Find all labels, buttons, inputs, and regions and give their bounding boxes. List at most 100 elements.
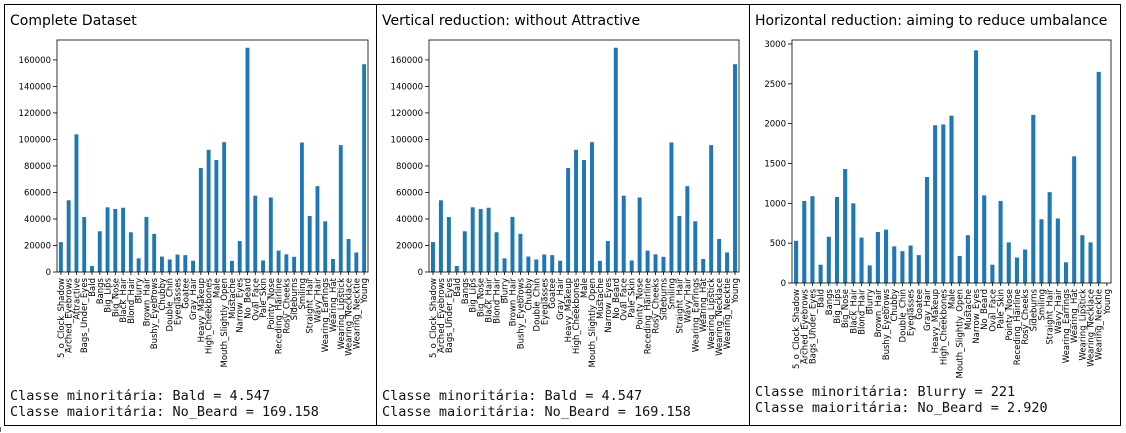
- bar: [957, 255, 962, 283]
- x-tick-label: Oval_Face: [251, 278, 261, 321]
- bar: [276, 250, 281, 272]
- bar: [175, 254, 180, 272]
- bar: [462, 231, 467, 272]
- x-tick-label: Wearing_Necktie: [352, 278, 362, 349]
- x-tick-label: Straight_Hair: [306, 278, 316, 334]
- bar-chart-horizontal: 0 500 1000 1500 2000 2500 3000 5_o_Clock_Shadow…: [764, 39, 1113, 378]
- bar-chart-complete: 0 20000 40000 60000 80000 100000 120000 140000 1…: [19, 39, 370, 367]
- y-tick-label: 80000: [396, 162, 423, 172]
- x-tick-label: Blurry: [866, 289, 876, 314]
- x-tick-label: Receding_Hairline: [1013, 289, 1023, 365]
- bar: [261, 260, 265, 272]
- x-tick-label: Arched_Eyebrows: [65, 277, 75, 353]
- bar: [222, 142, 227, 272]
- x-tick-label: Wearing_Necklace: [345, 278, 355, 356]
- x-tick-label: Heavy_Makeup: [564, 278, 574, 342]
- x-tick-label: Bangs: [96, 277, 106, 304]
- y-tick-label: 60000: [24, 188, 51, 198]
- bar: [1096, 71, 1101, 283]
- axes-frame: [56, 39, 369, 273]
- bar: [494, 232, 499, 272]
- x-tick-label: 5_o_Clock_Shadow: [792, 289, 802, 369]
- bar: [58, 242, 63, 272]
- bar: [97, 231, 102, 272]
- x-tick-label: Blond_Hair: [493, 278, 503, 324]
- x-tick-label: Wavy_Hair: [683, 278, 693, 323]
- bar: [542, 254, 547, 272]
- y-tick-label: 2000: [764, 120, 786, 130]
- bar: [502, 258, 507, 272]
- bar: [709, 145, 714, 272]
- x-tick-label: No_Beard: [243, 278, 253, 319]
- panel-title: Horizontal reduction: aiming to reduce u…: [755, 13, 1108, 29]
- y-tick-label: 0: [781, 279, 786, 289]
- majority-class-text: Classe maioritária: No_Beard = 169.158: [382, 404, 691, 420]
- x-tick-label: Narrow_Eyes: [604, 277, 614, 332]
- bar: [299, 142, 304, 272]
- bar: [693, 221, 698, 272]
- x-tick-label: Rosy_Cheeks: [282, 277, 292, 333]
- y-tick-label: 140000: [391, 82, 423, 92]
- bar: [677, 216, 682, 272]
- bar: [245, 47, 250, 272]
- x-tick-label: Bushy_Eyebrows: [882, 288, 892, 360]
- panel-title: Vertical reduction: without Attractive: [382, 13, 641, 29]
- x-tick-label: Double_Chin: [166, 278, 176, 331]
- x-tick-label: Sideburns: [290, 277, 300, 320]
- bar: [826, 236, 831, 283]
- y-tick-label: 60000: [396, 188, 423, 198]
- bar: [900, 251, 905, 283]
- bar: [1047, 192, 1052, 283]
- bar: [354, 252, 359, 272]
- bar: [733, 64, 738, 272]
- bar: [621, 195, 626, 272]
- bar: [113, 209, 118, 272]
- y-tick-label: 40000: [396, 215, 423, 225]
- bar: [284, 254, 289, 272]
- bar: [794, 240, 799, 283]
- bar: [534, 259, 539, 272]
- bar: [167, 259, 172, 272]
- bar: [136, 258, 141, 272]
- bar: [121, 207, 126, 272]
- x-tick-label: No_Beard: [612, 278, 622, 319]
- bar: [810, 196, 815, 283]
- bar: [916, 255, 921, 283]
- x-tick-label: Eyeglasses: [174, 277, 184, 325]
- bar: [941, 124, 946, 284]
- x-tick-label: Mouth_Slightly_Open: [220, 278, 230, 367]
- bar: [566, 168, 571, 272]
- bar: [645, 250, 650, 272]
- x-tick-label: Bangs: [461, 277, 471, 304]
- x-tick-label: Big_Nose: [841, 289, 851, 328]
- majority-class-text: Classe maioritária: No_Beard = 169.158: [10, 404, 319, 420]
- bar: [859, 237, 864, 283]
- bar: [1080, 235, 1085, 283]
- x-tick-label: Sideburns: [1029, 288, 1039, 331]
- bar: [867, 265, 872, 283]
- x-tick-label: Young: [731, 278, 741, 304]
- bar: [74, 134, 79, 272]
- bar: [430, 242, 435, 272]
- x-tick-label: Pale_Skin: [997, 289, 1007, 329]
- y-tick-label: 40000: [24, 215, 51, 225]
- x-tick-label: Male: [580, 278, 590, 298]
- x-tick-label: Eyeglasses: [907, 288, 917, 336]
- x-tick-label: Male: [948, 289, 958, 309]
- x-tick-label: Arched_Eyebrows: [437, 277, 447, 353]
- bar: [851, 203, 856, 283]
- y-tick-label: 1000: [764, 199, 786, 209]
- x-tick-label: Bangs: [825, 288, 835, 315]
- bar: [66, 200, 71, 272]
- bar: [875, 232, 880, 283]
- bar: [558, 260, 563, 272]
- minority-class-text: Classe minoritária: Bald = 4.547: [382, 388, 643, 404]
- bar: [214, 160, 219, 272]
- x-tick-label: Straight_Hair: [1046, 289, 1056, 345]
- bar: [478, 209, 483, 272]
- bar: [1088, 242, 1093, 283]
- x-tick-label: Double_Chin: [532, 278, 542, 331]
- x-tick-label: Wearing_Earrings: [1062, 288, 1072, 363]
- x-tick-label: Wearing_Lipstick: [1078, 289, 1088, 361]
- bar: [908, 245, 913, 283]
